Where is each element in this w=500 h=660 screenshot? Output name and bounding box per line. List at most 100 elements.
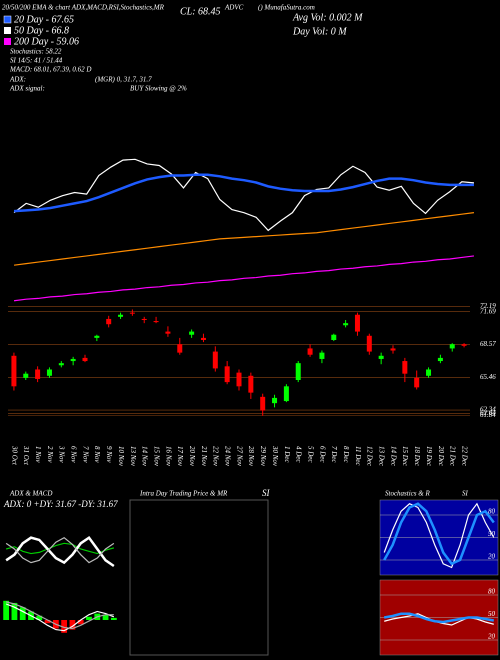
series-line — [13, 173, 474, 213]
series-line — [5, 536, 115, 564]
stochastics-label: Stochastics: 58.22 — [10, 48, 62, 56]
series-line — [383, 502, 495, 569]
x-tick-label: 2 Nov — [46, 446, 54, 463]
legend-swatch — [4, 38, 11, 45]
candle-body — [165, 331, 171, 334]
candle-body — [58, 363, 64, 366]
x-tick-label: 5 Dec — [306, 446, 314, 463]
x-tick-label: 19 Dec — [425, 446, 433, 467]
y-tick-label: 20 — [488, 633, 496, 641]
panel-subtitle: SI — [262, 488, 271, 498]
x-tick-label: 31 Oct — [22, 445, 30, 466]
candle-body — [402, 361, 408, 374]
candle-body — [390, 348, 396, 351]
x-tick-label: 6 Dec — [318, 446, 326, 463]
y-tick-label: 80 — [488, 508, 496, 516]
panel-subtitle: ADX: 0 +DY: 31.67 -DY: 31.67 — [3, 499, 118, 509]
candle-body — [212, 351, 218, 369]
y-tick-label: 62.34 — [480, 406, 496, 414]
candle-body — [331, 334, 337, 340]
x-tick-label: 9 Nov — [105, 446, 113, 463]
x-tick-label: 15 Nov — [152, 446, 160, 467]
x-tick-label: 12 Dec — [366, 446, 374, 467]
series-line — [13, 158, 475, 232]
panel-title: SI — [462, 490, 469, 498]
header-title: 20/50/200 EMA & chart ADX,MACD,RSI,Stoch… — [2, 4, 165, 12]
candle-body — [224, 366, 230, 383]
x-tick-label: 3 Nov — [58, 445, 66, 463]
candle-body — [354, 314, 360, 332]
x-tick-label: 18 Dec — [413, 446, 421, 467]
histogram-bar — [36, 615, 43, 620]
candle-body — [11, 355, 17, 387]
candle-body — [106, 318, 112, 325]
y-tick-label: 80 — [488, 588, 496, 596]
series-line — [5, 542, 115, 555]
ema20-label: 20 Day - 67.65 — [14, 14, 74, 25]
x-tick-label: 21 Dec — [449, 446, 457, 467]
candle-body — [272, 397, 278, 404]
panel-title: Stochastics & R — [385, 490, 430, 498]
macd-label: MACD: 68.01, 67.39, 0.62 D — [9, 66, 91, 74]
histogram-bar — [77, 620, 84, 625]
x-tick-label: 7 Dec — [330, 446, 338, 463]
candle-body — [260, 396, 266, 411]
day-vol: Day Vol: 0 M — [292, 26, 347, 37]
candle-body — [153, 321, 159, 323]
candle-body — [35, 369, 41, 379]
symbol: ADVC — [224, 4, 244, 12]
x-tick-label: 1 Dec — [283, 446, 291, 463]
x-tick-label: 30 Nov — [271, 445, 279, 467]
candle-body — [461, 344, 467, 346]
histogram-bar — [19, 607, 26, 620]
y-tick-label: 71.69 — [480, 307, 496, 315]
x-tick-label: 11 Dec — [354, 446, 362, 466]
x-tick-label: 21 Nov — [200, 446, 208, 467]
candle-body — [378, 355, 384, 359]
x-tick-label: 22 Nov — [212, 446, 220, 467]
series-line — [5, 601, 114, 630]
candle-body — [437, 357, 443, 362]
y-tick-label: 72.19 — [480, 302, 496, 310]
candle-body — [319, 352, 325, 359]
x-tick-label: 8 Dec — [342, 446, 350, 463]
legend-swatch — [4, 27, 11, 34]
panel-frame — [129, 499, 269, 656]
x-tick-label: 29 Nov — [259, 446, 267, 467]
candle-body — [248, 375, 254, 393]
y-tick-label: 65.46 — [480, 373, 496, 381]
candle-body — [94, 335, 100, 338]
series-line — [13, 255, 475, 302]
x-tick-label: 24 Nov — [224, 446, 232, 467]
close-label: CL: 68.45 — [180, 6, 221, 17]
panel-title: ADX & MACD — [9, 490, 52, 498]
x-tick-label: 20 Nov — [188, 446, 196, 467]
candle-body — [449, 344, 455, 349]
candle-body — [129, 312, 135, 314]
legend-swatch — [3, 15, 12, 24]
ema200-label: 200 Day - 59.06 — [14, 36, 79, 47]
x-tick-label: 14 Dec — [389, 446, 397, 467]
candle-body — [177, 344, 183, 353]
x-tick-label: 4 Dec — [295, 446, 303, 463]
x-tick-label: 28 Nov — [247, 446, 255, 467]
candle-body — [189, 331, 195, 335]
si-label: SI 14/5: 41 / 51.44 — [10, 57, 63, 65]
x-tick-label: 16 Nov — [164, 446, 172, 467]
y-tick-label: 62.04 — [480, 409, 496, 417]
x-tick-label: 20 Dec — [437, 446, 445, 467]
series-line — [13, 212, 475, 266]
series-line — [383, 612, 495, 624]
x-tick-label: 6 Nov — [70, 446, 78, 463]
candle-body — [295, 363, 301, 380]
histogram-bar — [69, 620, 76, 630]
y-tick-label: 50 — [488, 610, 496, 618]
avg-vol: Avg Vol: 0.002 M — [292, 12, 363, 23]
candle-body — [46, 369, 52, 376]
candle-body — [118, 314, 124, 317]
candle-body — [307, 348, 313, 355]
x-tick-label: 10 Nov — [117, 446, 125, 467]
histogram-bar — [102, 614, 109, 620]
histogram-bar — [61, 620, 68, 633]
source: () MunafaSutra.com — [258, 4, 315, 12]
